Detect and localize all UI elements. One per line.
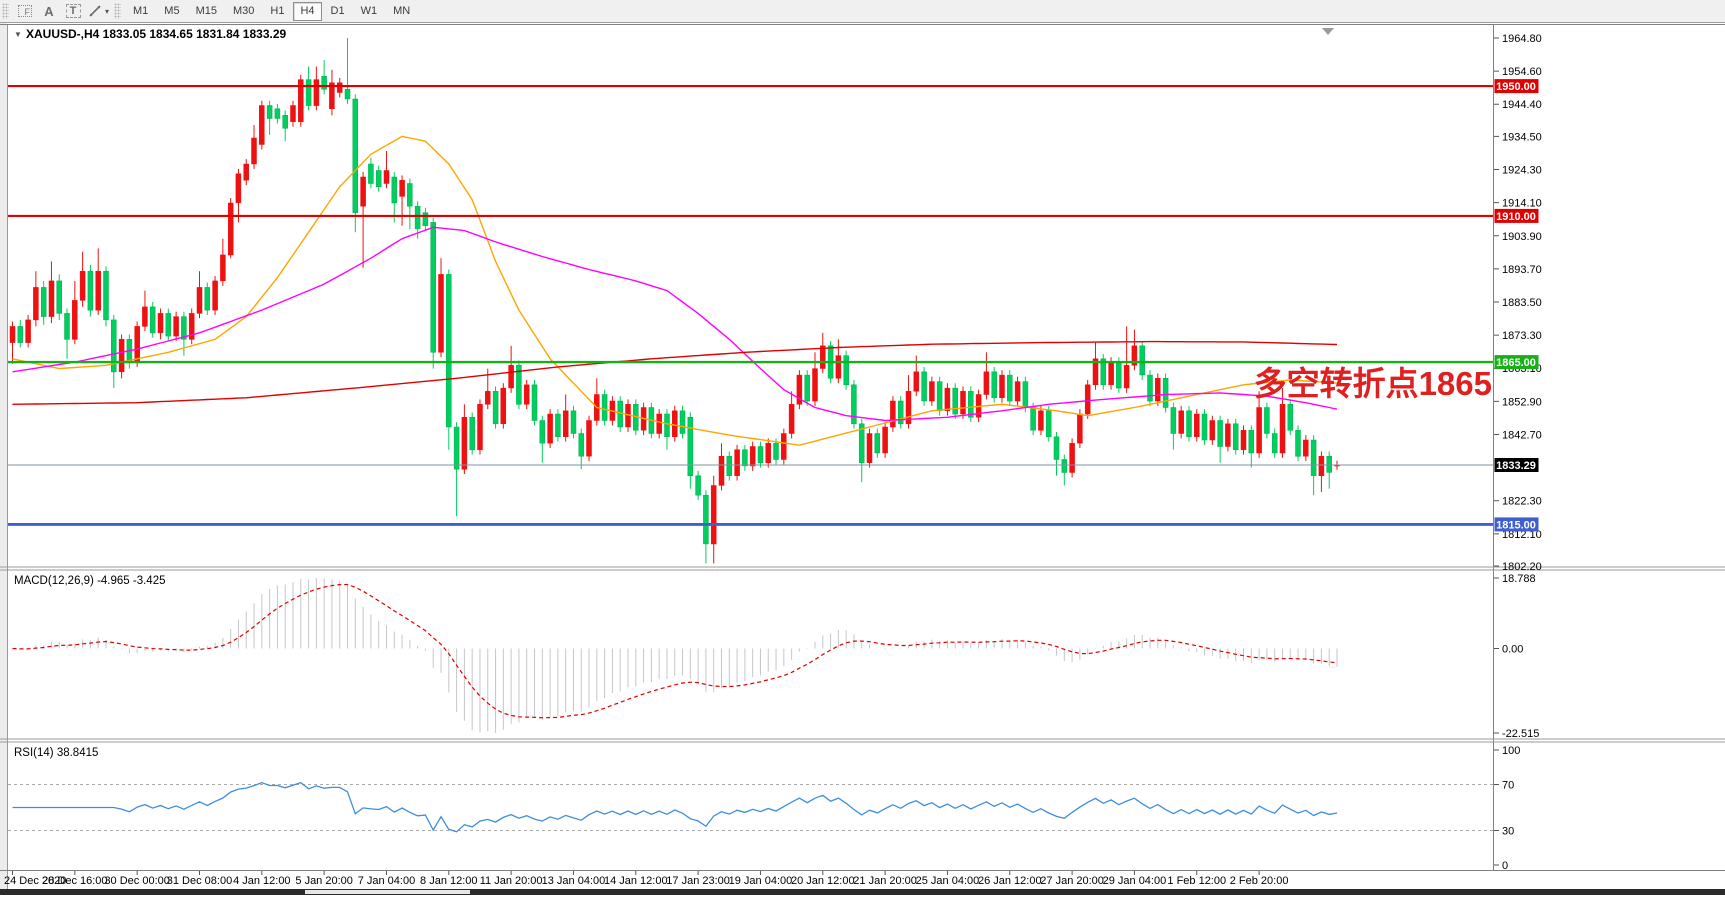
timeframe-toolbar: M1 M5 M15 M30 H1 H4 D1 W1 MN [125, 0, 418, 22]
label-a-icon: A [44, 3, 54, 19]
svg-text:1954.60: 1954.60 [1502, 66, 1542, 78]
timeframe-button-D1[interactable]: D1 [324, 2, 352, 21]
svg-text:1950.00: 1950.00 [1496, 81, 1536, 93]
toolbar-separator-grip[interactable] [114, 3, 122, 19]
text-box-icon: T [65, 4, 81, 18]
chart-title: ▼ XAUUSD-,H4 1833.05 1834.65 1831.84 1833… [14, 27, 287, 41]
cursor-tool-button[interactable]: ▾ [85, 1, 112, 21]
ma-slow-red[interactable] [12, 340, 1338, 405]
svg-text:100: 100 [1502, 745, 1520, 757]
date-label: 25 Jan 04:00 [916, 875, 980, 887]
cursor-arrows-icon [89, 5, 101, 17]
timeframe-button-M30[interactable]: M30 [226, 2, 261, 21]
label-tool-button[interactable]: A [37, 1, 61, 21]
svg-text:1944.40: 1944.40 [1502, 99, 1542, 111]
chart-shift-marker-icon[interactable] [1322, 28, 1334, 35]
macd-panel: MACD(12,26,9) -4.965 -3.425 18.788 0.00 -22… [12, 573, 1539, 740]
svg-text:-22.515: -22.515 [1502, 728, 1539, 740]
macd-signal-line [12, 583, 1338, 719]
grid-f-tool-button[interactable]: F [13, 1, 37, 21]
toolbar: F A T ▾ M1 M5 M15 M30 H1 H4 D1 W1 MN [0, 0, 1725, 23]
svg-text:1924.30: 1924.30 [1502, 165, 1542, 177]
timeframe-button-M15[interactable]: M15 [189, 2, 224, 21]
svg-text:1964.80: 1964.80 [1502, 33, 1542, 45]
date-label: 31 Dec 08:00 [167, 875, 232, 887]
ma-fast-orange[interactable] [12, 135, 1338, 446]
date-label: 7 Jan 04:00 [358, 875, 416, 887]
date-label: 5 Jan 20:00 [295, 875, 353, 887]
date-label: 24 Dec 2020 [4, 875, 66, 887]
svg-text:18.788: 18.788 [1502, 573, 1536, 585]
timeframe-button-MN[interactable]: MN [386, 2, 417, 21]
date-label: 26 Jan 12:00 [978, 875, 1042, 887]
symbol-dropdown-icon: ▼ [14, 30, 22, 39]
svg-text:1822.30: 1822.30 [1502, 496, 1542, 508]
timeframe-button-H4[interactable]: H4 [293, 1, 322, 21]
svg-text:1815.00: 1815.00 [1496, 519, 1536, 531]
rsi-panel: RSI(14) 38.8415 100 70 30 0 [8, 745, 1520, 872]
date-label: 19 Jan 04:00 [729, 875, 793, 887]
svg-text:1865.00: 1865.00 [1496, 357, 1536, 369]
scrollbar-thumb[interactable] [305, 890, 470, 894]
date-label: 30 Dec 00:00 [104, 875, 169, 887]
timeframe-button-M5[interactable]: M5 [157, 2, 186, 21]
date-label: 17 Jan 23:00 [666, 875, 730, 887]
date-label: 20 Jan 12:00 [791, 875, 855, 887]
date-label: 2 Feb 20:00 [1230, 875, 1289, 887]
svg-text:1914.10: 1914.10 [1502, 198, 1542, 210]
textbox-tool-button[interactable]: T [61, 1, 85, 21]
svg-text:30: 30 [1502, 826, 1514, 838]
timeframe-button-W1[interactable]: W1 [354, 2, 385, 21]
date-label: 8 Jan 12:00 [420, 875, 478, 887]
svg-text:1833.29: 1833.29 [1496, 460, 1536, 472]
date-label: 11 Jan 20:00 [480, 875, 543, 887]
svg-text:1842.70: 1842.70 [1502, 429, 1542, 441]
svg-text:XAUUSD-,H4 1833.05 1834.65 18: XAUUSD-,H4 1833.05 1834.65 1831.84 1833.… [26, 27, 287, 41]
toolbar-grip[interactable] [2, 3, 9, 19]
svg-text:1852.90: 1852.90 [1502, 396, 1542, 408]
dropdown-caret-icon: ▾ [105, 6, 110, 16]
svg-text:70: 70 [1502, 780, 1514, 792]
ma-mid-magenta[interactable] [12, 226, 1338, 422]
timeframe-button-H1[interactable]: H1 [263, 2, 291, 21]
svg-text:1802.20: 1802.20 [1502, 561, 1542, 573]
date-label: 27 Jan 20:00 [1040, 875, 1104, 887]
svg-text:1873.30: 1873.30 [1502, 330, 1542, 342]
timeframe-button-M1[interactable]: M1 [126, 2, 155, 21]
svg-text:1883.50: 1883.50 [1502, 297, 1542, 309]
svg-text:1812.10: 1812.10 [1502, 529, 1542, 541]
chart-window[interactable]: 1964.80 1954.60 1944.40 1934.50 1924.30 1914.… [0, 23, 1725, 895]
rsi-label: RSI(14) 38.8415 [14, 747, 98, 759]
window-left-edge [0, 23, 7, 895]
date-label: 14 Jan 12:00 [604, 875, 668, 887]
date-label: 21 Jan 20:00 [853, 875, 917, 887]
rsi-line [12, 781, 1338, 833]
svg-text:1893.70: 1893.70 [1502, 264, 1542, 276]
svg-text:0: 0 [1502, 860, 1508, 872]
svg-text:1903.90: 1903.90 [1502, 231, 1542, 243]
date-label: 29 Jan 04:00 [1103, 875, 1167, 887]
svg-text:1910.00: 1910.00 [1496, 211, 1536, 223]
svg-text:1934.50: 1934.50 [1502, 131, 1542, 143]
date-label: 13 Jan 04:00 [542, 875, 606, 887]
svg-text:0.00: 0.00 [1502, 644, 1523, 656]
horizontal-scrollbar[interactable] [0, 889, 1725, 895]
grid-f-icon: F [18, 5, 32, 17]
date-label: 1 Feb 12:00 [1167, 875, 1226, 887]
macd-label: MACD(12,26,9) -4.965 -3.425 [14, 575, 166, 587]
date-label: 28 Dec 16:00 [42, 875, 107, 887]
annotation-text[interactable]: 多空转折点1865 [1254, 365, 1492, 402]
chart-canvas[interactable]: 1964.80 1954.60 1944.40 1934.50 1924.30 1914.… [0, 23, 1725, 895]
date-label: 4 Jan 12:00 [233, 875, 291, 887]
